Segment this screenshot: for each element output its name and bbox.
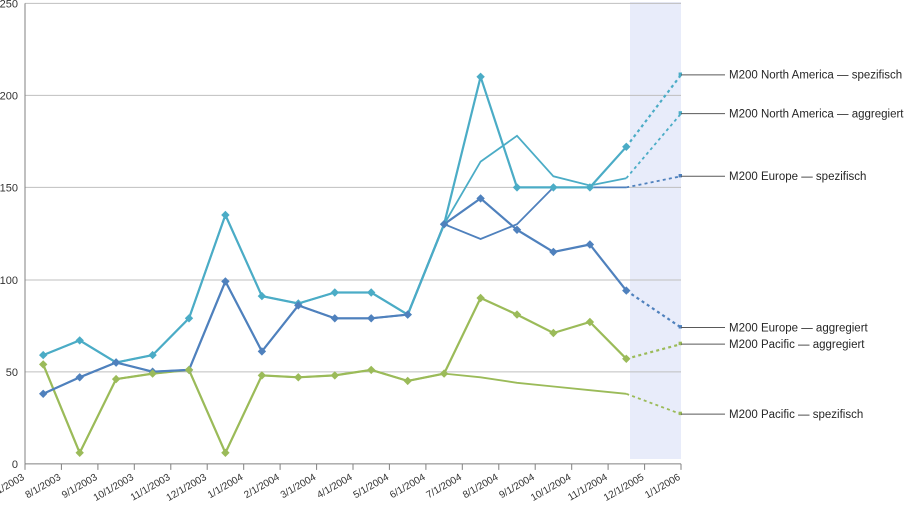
svg-text:12/1/2005: 12/1/2005 [602, 472, 646, 504]
svg-text:100: 100 [0, 275, 18, 287]
svg-text:M200 Europe — aggregiert: M200 Europe — aggregiert [729, 322, 869, 334]
svg-text:50: 50 [6, 367, 18, 379]
svg-text:0: 0 [12, 459, 18, 471]
svg-text:250: 250 [0, 0, 18, 11]
svg-text:4/1/2004: 4/1/2004 [315, 472, 355, 501]
svg-text:11/1/2004: 11/1/2004 [566, 472, 610, 504]
svg-text:10/1/2003: 10/1/2003 [92, 472, 136, 504]
svg-text:12/1/2003: 12/1/2003 [165, 472, 209, 504]
svg-text:3/1/2004: 3/1/2004 [279, 472, 319, 501]
svg-text:M200 Europe — spezifisch: M200 Europe — spezifisch [729, 171, 866, 183]
svg-text:1/1/2004: 1/1/2004 [206, 472, 246, 501]
svg-text:1/1/2006: 1/1/2006 [643, 472, 683, 501]
svg-text:8/1/2003: 8/1/2003 [24, 472, 64, 501]
svg-text:2/1/2004: 2/1/2004 [242, 472, 282, 501]
svg-text:5/1/2004: 5/1/2004 [352, 472, 392, 501]
svg-text:8/1/2004: 8/1/2004 [461, 472, 501, 501]
svg-text:M200 North America — aggregier: M200 North America — aggregiert [729, 108, 904, 120]
svg-text:7/1/2004: 7/1/2004 [425, 472, 465, 501]
svg-text:150: 150 [0, 183, 18, 195]
svg-text:200: 200 [0, 91, 18, 103]
svg-text:6/1/2004: 6/1/2004 [388, 472, 428, 501]
svg-text:M200 North America — spezifisc: M200 North America — spezifisch [729, 70, 902, 82]
svg-text:M200 Pacific — aggregiert: M200 Pacific — aggregiert [729, 339, 865, 351]
svg-text:7/1/2003: 7/1/2003 [0, 472, 27, 501]
svg-text:M200 Pacific — spezifisch: M200 Pacific — spezifisch [729, 409, 863, 421]
svg-text:10/1/2004: 10/1/2004 [529, 472, 573, 504]
